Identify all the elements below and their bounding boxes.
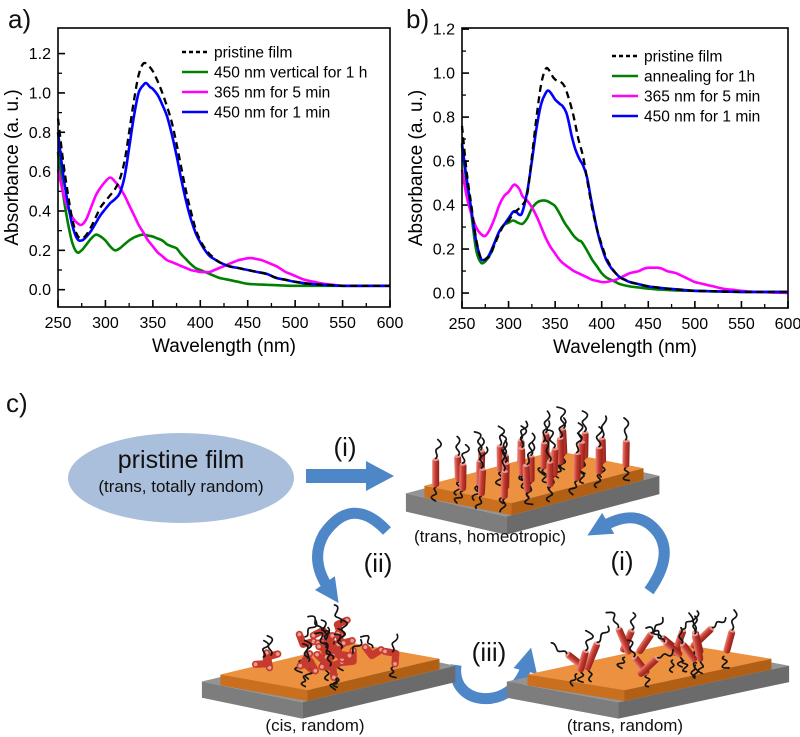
series-1 bbox=[56, 151, 390, 288]
arrow-ii-curved-icon bbox=[312, 507, 391, 603]
series-0 bbox=[460, 66, 789, 294]
plot-box bbox=[57, 27, 391, 308]
y-axis-title: Absorbance (a. u.) bbox=[406, 90, 427, 246]
svg-text:500: 500 bbox=[682, 316, 709, 333]
legend: pristine film annealing for 1h 365 nm for … bbox=[612, 49, 760, 126]
chart-panel-a: 250 300 350 400 450 500 550 600 0.0 0.2 0.4 0.6 0.8 1… bbox=[2, 27, 404, 357]
svg-text:0.0: 0.0 bbox=[433, 286, 455, 303]
svg-text:1.0: 1.0 bbox=[29, 85, 51, 102]
svg-text:300: 300 bbox=[495, 316, 522, 333]
x-axis-title: Wavelength (nm) bbox=[553, 337, 697, 358]
legend-label-2: 365 nm for 5 min bbox=[644, 89, 760, 106]
series-2 bbox=[56, 169, 390, 288]
substrate-trans-random-caption: (trans, random) bbox=[566, 716, 684, 735]
legend-label-1: 450 nm vertical for 1 h bbox=[214, 65, 367, 82]
svg-text:300: 300 bbox=[92, 315, 119, 332]
svg-text:0.2: 0.2 bbox=[433, 242, 455, 259]
svg-text:250: 250 bbox=[449, 316, 476, 333]
substrate-homeotropic bbox=[405, 406, 660, 535]
legend: pristine film 450 nm vertical for 1 h 365 … bbox=[182, 45, 367, 122]
svg-text:0.8: 0.8 bbox=[29, 125, 51, 142]
chart-a: 250 300 350 400 450 500 550 600 0.0 0.2 0.4 0.6 0.8 1… bbox=[2, 27, 404, 357]
svg-text:1.2: 1.2 bbox=[433, 22, 455, 39]
x-axis-title: Wavelength (nm) bbox=[152, 336, 296, 357]
svg-text:450: 450 bbox=[635, 316, 662, 333]
substrate-cis-caption: (cis, random) bbox=[265, 716, 365, 735]
rods-trans bbox=[550, 609, 738, 688]
ellipse-title: pristine film bbox=[117, 446, 245, 474]
svg-text:350: 350 bbox=[140, 315, 167, 332]
arrow-i-curved-icon bbox=[587, 512, 670, 595]
series-2 bbox=[460, 169, 789, 295]
series-0 bbox=[56, 61, 390, 287]
svg-text:550: 550 bbox=[329, 315, 356, 332]
substrate-trans-random bbox=[506, 609, 790, 719]
arrow-i-straight-icon bbox=[306, 461, 394, 491]
arrow-i-side-label: (i) bbox=[610, 546, 634, 576]
svg-text:550: 550 bbox=[728, 316, 755, 333]
arrow-iii-label: (iii) bbox=[471, 637, 507, 667]
arrow-iii-curved-icon bbox=[450, 647, 537, 705]
arrow-i-label: (i) bbox=[333, 432, 357, 462]
svg-text:1.2: 1.2 bbox=[29, 46, 51, 63]
y-axis-title: Absorbance (a. u.) bbox=[2, 89, 23, 245]
svg-text:1.0: 1.0 bbox=[433, 66, 455, 83]
svg-text:500: 500 bbox=[282, 315, 309, 332]
legend-label-1: annealing for 1h bbox=[644, 69, 755, 86]
arrow-ii-label: (ii) bbox=[363, 548, 393, 578]
panel-c-label: c) bbox=[6, 388, 28, 418]
svg-text:400: 400 bbox=[187, 315, 214, 332]
legend-label-0: pristine film bbox=[214, 45, 292, 62]
svg-text:450: 450 bbox=[234, 315, 261, 332]
pristine-film-ellipse: pristine film (trans, totally random) bbox=[68, 433, 294, 523]
legend-label-2: 365 nm for 5 min bbox=[214, 85, 330, 102]
panel-b-label: b) bbox=[406, 4, 430, 34]
ellipse-subtitle: (trans, totally random) bbox=[98, 477, 264, 496]
rods-homeotropic bbox=[430, 406, 630, 513]
svg-text:350: 350 bbox=[542, 316, 569, 333]
svg-text:400: 400 bbox=[588, 316, 615, 333]
legend-label-3: 450 nm for 1 min bbox=[644, 109, 760, 126]
chart-b: 250 300 350 400 450 500 550 600 0.0 0.2 0.4 0.6 0.8 1… bbox=[406, 22, 800, 358]
svg-text:0.8: 0.8 bbox=[433, 110, 455, 127]
panel-a-label: a) bbox=[8, 4, 32, 34]
substrate-homeotropic-caption: (trans, homeotropic) bbox=[413, 527, 567, 546]
substrate-cis bbox=[201, 604, 456, 719]
svg-text:0.6: 0.6 bbox=[433, 154, 455, 171]
svg-text:600: 600 bbox=[775, 316, 800, 333]
legend-label-3: 450 nm for 1 min bbox=[214, 105, 330, 122]
rods-cis bbox=[251, 604, 400, 691]
svg-text:0.2: 0.2 bbox=[29, 243, 51, 260]
plot-box bbox=[461, 27, 789, 309]
svg-text:600: 600 bbox=[377, 315, 404, 332]
svg-text:0.6: 0.6 bbox=[29, 164, 51, 181]
chart-panel-b: 250 300 350 400 450 500 550 600 0.0 0.2 0.4 0.6 0.8 1… bbox=[406, 22, 800, 358]
svg-text:0.4: 0.4 bbox=[433, 198, 455, 215]
svg-text:0.0: 0.0 bbox=[29, 282, 51, 299]
legend-label-0: pristine film bbox=[644, 49, 722, 66]
svg-text:250: 250 bbox=[45, 315, 72, 332]
svg-text:0.4: 0.4 bbox=[29, 203, 51, 220]
